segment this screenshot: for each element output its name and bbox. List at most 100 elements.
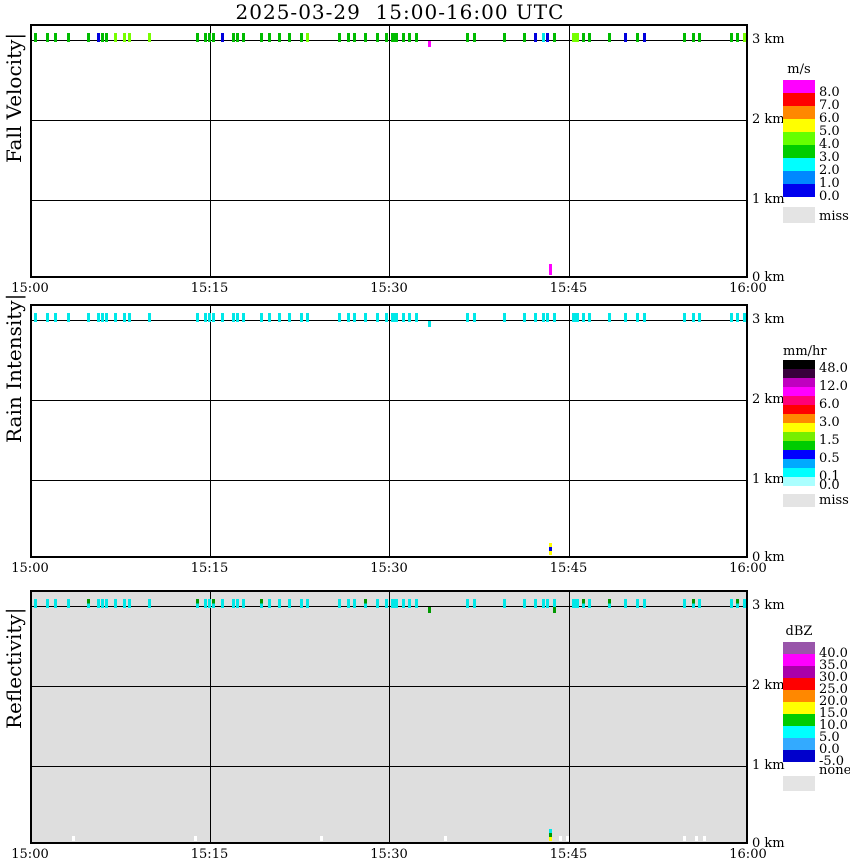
legend-tick-label: 6.0 (819, 397, 840, 412)
data-mark-3km (101, 313, 104, 322)
data-mark-3km (128, 313, 131, 322)
data-mark-3km (123, 33, 126, 42)
data-mark-3km (67, 313, 70, 322)
data-mark-3km (643, 313, 646, 322)
legend-tick-label: 10.0 (819, 718, 848, 733)
legend-tick-label: 0.0 (819, 478, 840, 493)
legend-tick-label: 25.0 (819, 682, 848, 697)
data-mark-3km (636, 599, 639, 608)
data-mark-3km (260, 599, 263, 608)
y-axis-label-rain-intensity: Rain Intensity| (2, 293, 26, 443)
x-tick-label: 16:00 (729, 281, 767, 296)
data-mark-3km (212, 33, 215, 42)
data-mark-3km (692, 313, 695, 322)
data-mark-3km (608, 599, 611, 608)
data-mark-3km (385, 313, 388, 322)
data-mark-3km (306, 599, 309, 608)
data-mark-3km (523, 599, 526, 608)
data-mark-3km (306, 313, 309, 322)
legend-title-dBZ: dBZ (785, 624, 813, 639)
data-mark-3km (588, 313, 591, 322)
data-mark-3km (67, 599, 70, 608)
legend-tick-label: 1.0 (819, 176, 840, 191)
data-mark-3km (542, 33, 545, 42)
data-mark-3km (582, 313, 585, 322)
data-mark-3km-below (553, 607, 556, 613)
data-mark-3km (692, 33, 695, 42)
data-mark-3km (391, 33, 398, 42)
data-mark-3km (347, 33, 350, 42)
data-mark-3km (338, 313, 341, 322)
legend-color-cell (783, 423, 815, 432)
legend-tick-label: 20.0 (819, 694, 848, 709)
legend-color-cell (783, 414, 815, 423)
data-mark-3km (523, 313, 526, 322)
gridline-vertical (569, 306, 570, 556)
data-mark-3km (636, 313, 639, 322)
data-mark-3km (123, 313, 126, 322)
legend-tick-label: 2.0 (819, 163, 840, 178)
data-mark-3km (236, 599, 239, 608)
data-mark-low (549, 837, 552, 841)
data-mark-3km (306, 33, 309, 42)
data-mark-3km (376, 313, 379, 322)
data-mark-3km (730, 313, 733, 322)
data-mark-3km (683, 33, 686, 42)
legend-missing-swatch (783, 776, 815, 791)
data-mark-3km (232, 599, 235, 608)
data-mark-3km (148, 33, 151, 42)
data-mark-3km (300, 599, 303, 608)
data-mark-3km (736, 599, 739, 608)
y-tick-label: 1 km (752, 192, 785, 207)
x-tick-label: 15:15 (190, 561, 229, 576)
data-mark-3km (391, 599, 398, 608)
data-mark-3km (408, 313, 411, 322)
panel-fall-velocity (30, 24, 748, 278)
data-mark-3km (278, 33, 281, 42)
data-mark-3km (97, 313, 100, 322)
x-tick-label: 15:00 (11, 561, 49, 576)
data-mark-3km (347, 313, 350, 322)
legend-color-cell (783, 405, 815, 414)
data-mark-3km (385, 599, 388, 608)
legend-color-cell (783, 396, 815, 405)
legend-color-cell (783, 106, 815, 119)
data-mark-3km (376, 599, 379, 608)
x-tick-label: 15:15 (190, 281, 229, 296)
legend-color-cell (783, 654, 815, 666)
data-mark-3km (698, 313, 701, 322)
data-mark-3km (123, 599, 126, 608)
data-mark-3km (212, 599, 215, 608)
data-mark-3km (67, 33, 70, 42)
data-mark-3km (736, 33, 739, 42)
data-mark-3km (208, 33, 211, 42)
data-mark-low (444, 836, 447, 841)
legend-color-cell (783, 369, 815, 378)
legend-tick-label: 15.0 (819, 706, 848, 721)
data-mark-3km (364, 313, 367, 322)
data-mark-3km (268, 313, 271, 322)
legend-color-cell (783, 132, 815, 145)
legend-tick-label: 7.0 (819, 98, 840, 113)
legend-color-cell (783, 184, 815, 197)
y-axis-label-fall-velocity: Fall Velocity| (2, 32, 26, 163)
gridline-horizontal (32, 400, 746, 401)
data-mark-3km (101, 33, 104, 42)
data-mark-3km (288, 599, 291, 608)
gridline-vertical (389, 306, 390, 556)
gridline-vertical (210, 592, 211, 842)
data-mark-3km (730, 599, 733, 608)
data-mark-low (194, 836, 197, 841)
legend-color-cell (783, 432, 815, 441)
data-mark-3km (114, 313, 117, 322)
legend-color-cell (783, 360, 815, 369)
legend-missing-swatch (783, 494, 815, 507)
y-tick-label: 0 km (752, 270, 785, 285)
data-mark-3km (87, 33, 90, 42)
data-mark-3km (208, 599, 211, 608)
data-mark-3km (624, 313, 627, 322)
legend-color-cell (783, 666, 815, 678)
data-mark-low (549, 829, 552, 833)
legend-tick-label: 30.0 (819, 670, 848, 685)
data-mark-3km (572, 313, 579, 322)
